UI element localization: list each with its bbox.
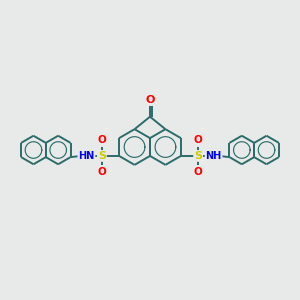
- Text: NH: NH: [206, 151, 222, 161]
- Text: S: S: [194, 151, 202, 161]
- Text: S: S: [98, 151, 106, 161]
- Text: HN: HN: [78, 151, 94, 161]
- Text: O: O: [194, 135, 203, 145]
- Text: O: O: [98, 135, 106, 145]
- Text: O: O: [145, 95, 155, 105]
- Text: O: O: [98, 167, 106, 177]
- Text: O: O: [194, 167, 203, 177]
